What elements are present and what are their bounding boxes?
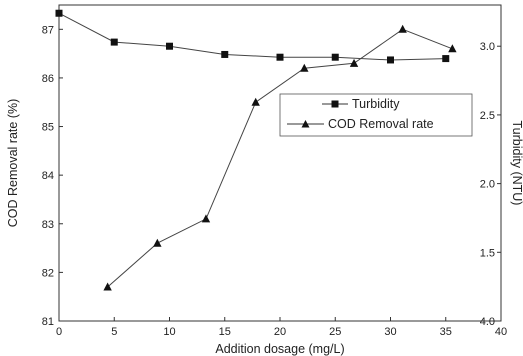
- x-tick-label: 30: [384, 326, 396, 338]
- turbidity-point: [166, 42, 173, 50]
- series-line-cod-removal: [107, 28, 453, 288]
- series: [55, 9, 457, 291]
- x-tick-label: 35: [440, 326, 452, 338]
- legend-label-turbidity: Turbidity: [352, 97, 400, 111]
- y-left-tick-label: 82: [42, 267, 54, 279]
- x-tick-label: 10: [163, 326, 175, 338]
- series-line-turbidity: [58, 12, 446, 61]
- cod-removal-point: [300, 63, 309, 72]
- y-left-tick-label: 83: [42, 219, 54, 231]
- cod-removal-point: [448, 44, 457, 53]
- x-axis-title: Addition dosage (mg/L): [215, 342, 344, 356]
- plot-frame: [58, 4, 502, 322]
- y-left-tick-label: 86: [42, 73, 54, 85]
- y-right-tick-label: 2.0: [480, 179, 495, 191]
- x-tick-label: 15: [219, 326, 231, 338]
- y-left-axis-title: COD Removal rate (%): [6, 99, 20, 228]
- x-tick-label: 5: [111, 326, 117, 338]
- turbidity-point: [55, 9, 63, 17]
- x-tick-label: 20: [274, 326, 286, 338]
- cod-removal-point: [153, 238, 162, 247]
- legend-marker-turbidity: [331, 100, 339, 108]
- turbidity-point: [331, 53, 339, 61]
- y-left-tick-label: 84: [42, 170, 54, 182]
- cod-removal-point: [201, 214, 211, 223]
- turbidity-point: [276, 53, 284, 61]
- legend-label-cod: COD Removal rate: [328, 117, 434, 131]
- legend-box: [279, 93, 473, 137]
- y-right-tick-label: 1.5: [480, 247, 495, 259]
- legend: Turbidity COD Removal rate: [279, 93, 473, 137]
- legend-marker-cod: [301, 120, 310, 128]
- cod-removal-point: [349, 58, 359, 67]
- x-tick-label: 25: [329, 326, 341, 338]
- y-left-tick-label: 85: [42, 122, 54, 134]
- ticks: 0 5 10 15 20 25 30 35 40 81 82 83 84 85 86 87 4.0 1.5 2.0 2…: [42, 24, 507, 338]
- x-tick-label: 0: [56, 326, 62, 338]
- cod-removal-point: [251, 97, 260, 106]
- turbidity-point: [387, 56, 394, 64]
- y-left-tick-label: 81: [42, 316, 54, 328]
- turbidity-point: [221, 50, 229, 58]
- y-left-tick-label: 87: [42, 24, 54, 36]
- turbidity-point: [442, 55, 450, 63]
- y-right-tick-label: 3.0: [480, 41, 495, 53]
- y-right-tick-label: 2.5: [480, 110, 495, 122]
- turbidity-point: [110, 38, 118, 46]
- x-tick-label: 40: [495, 326, 507, 338]
- y-right-axis-title: Turbidity (NTU): [510, 121, 523, 206]
- cod-removal-point: [103, 282, 112, 291]
- y-right-tick-label: 4.0: [480, 316, 495, 328]
- cod-removal-point: [398, 24, 407, 33]
